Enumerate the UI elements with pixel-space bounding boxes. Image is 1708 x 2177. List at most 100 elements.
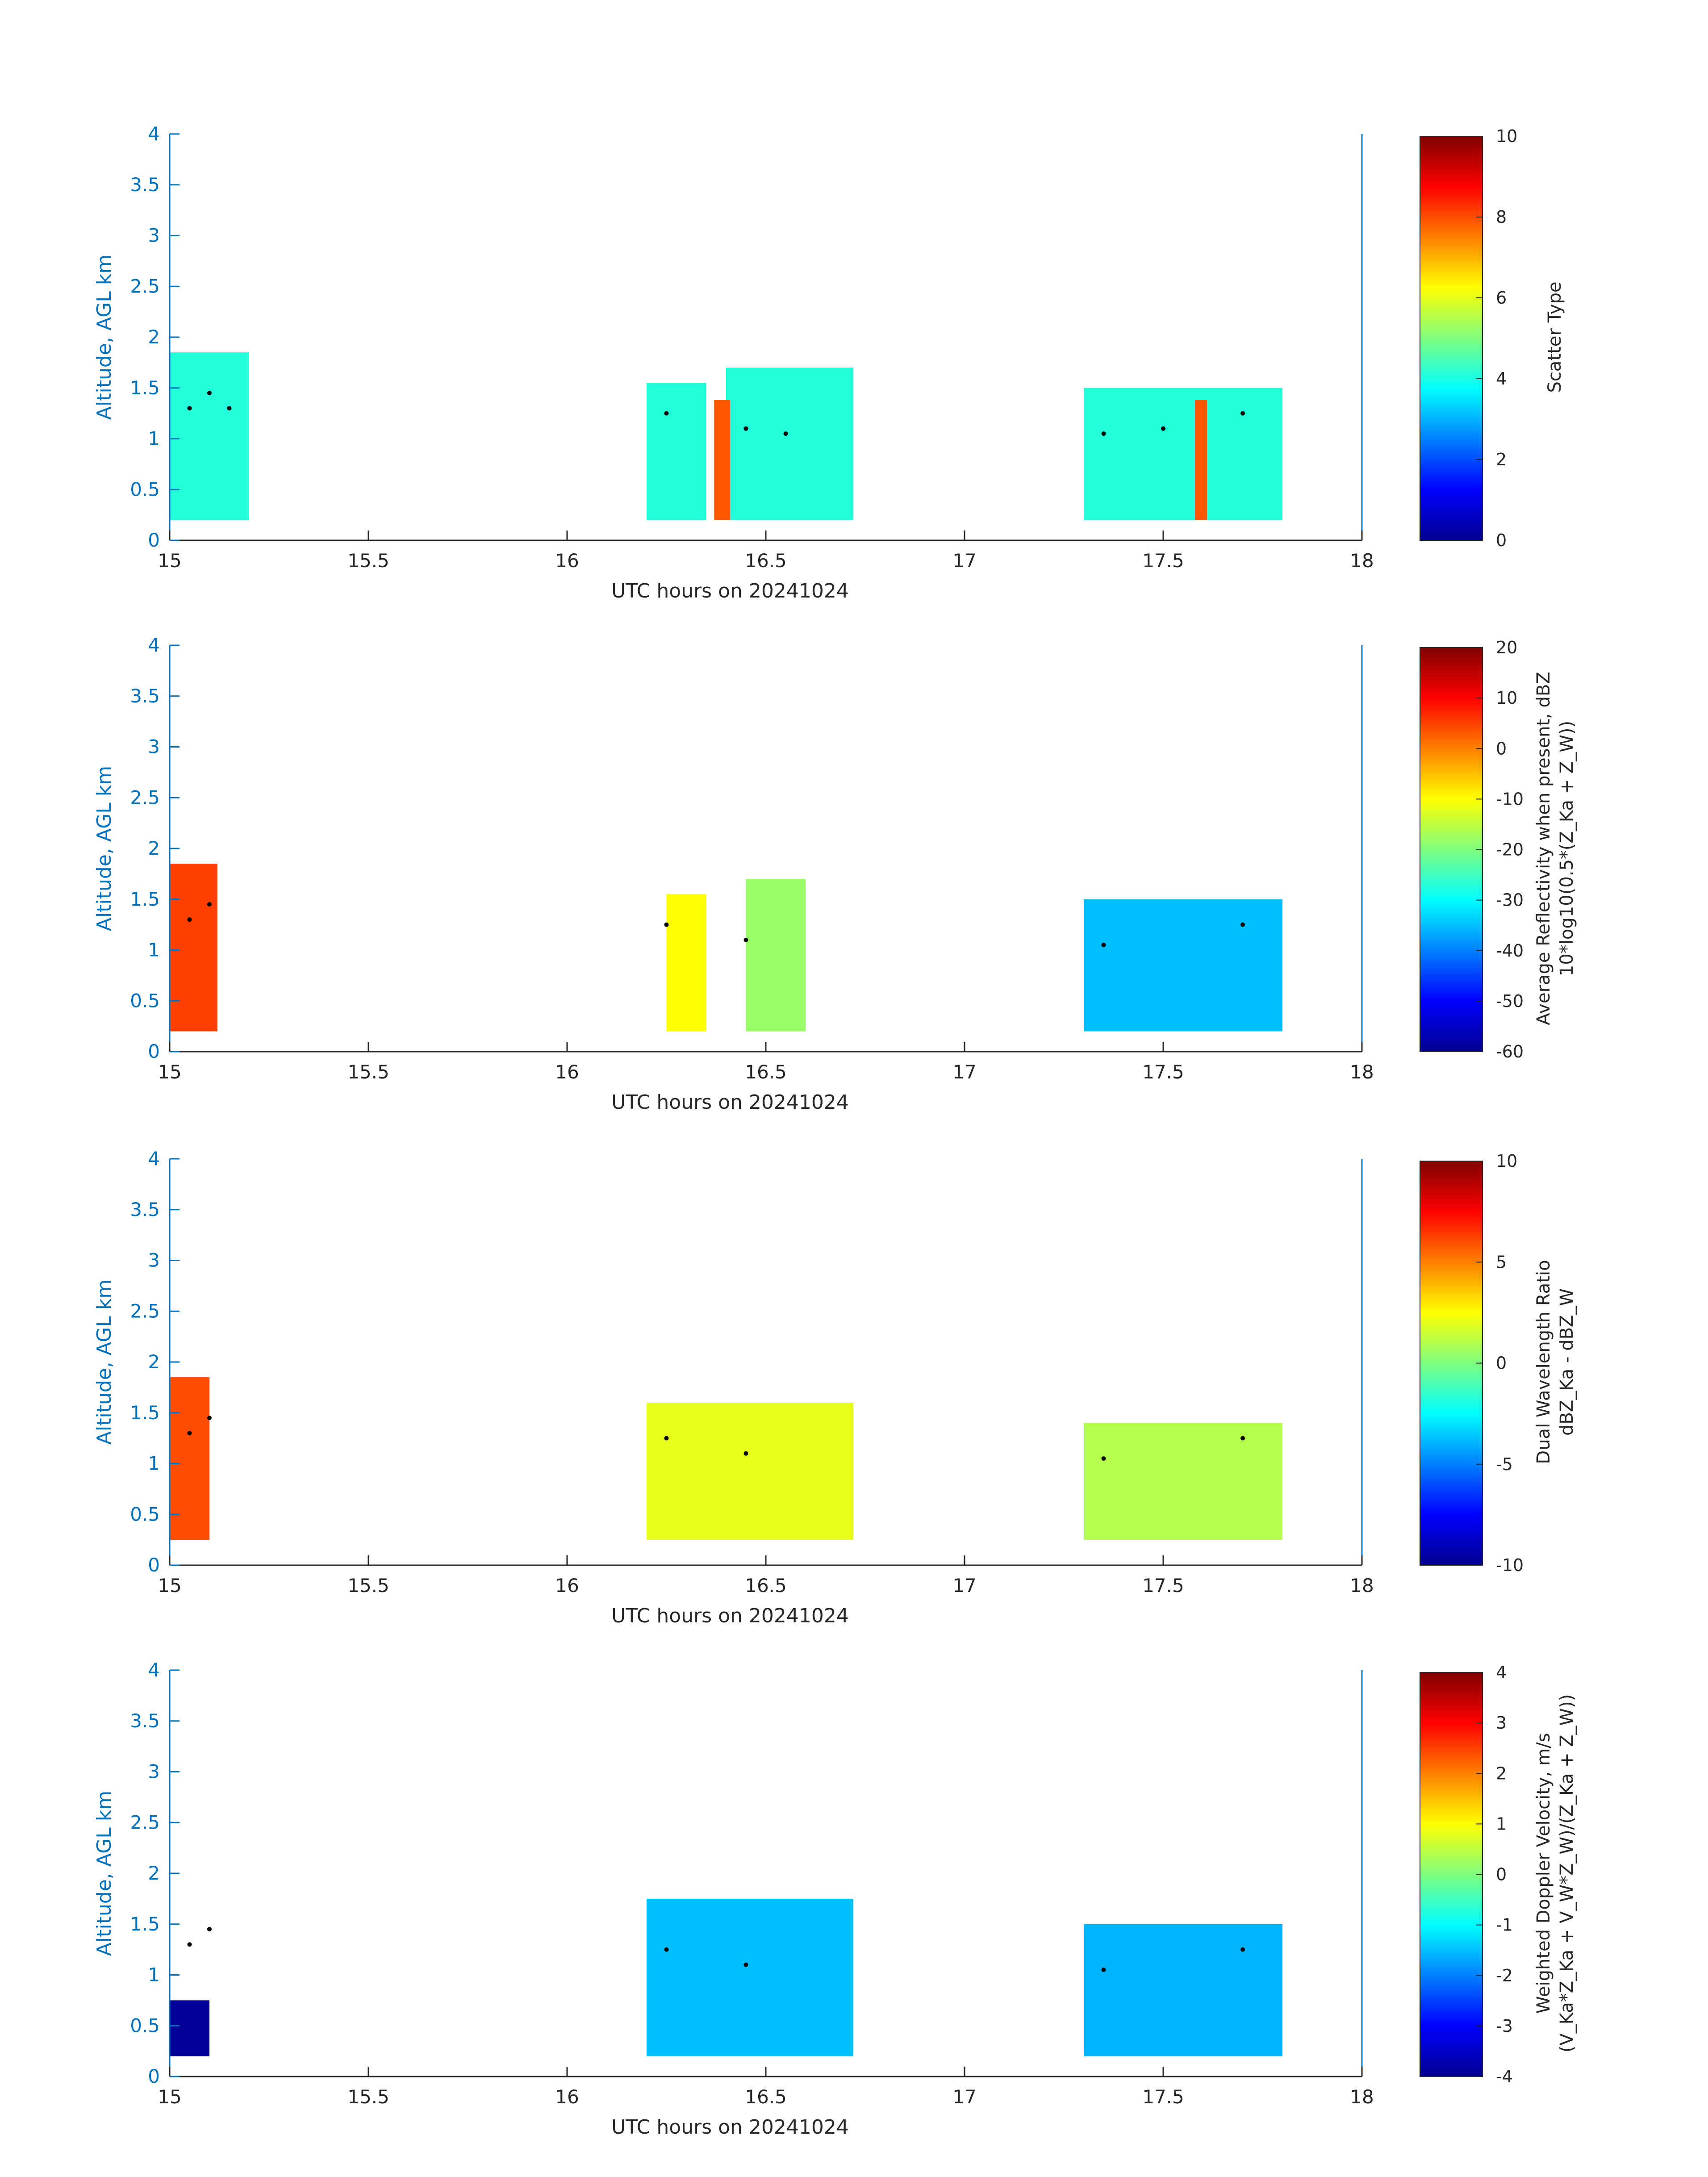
- colorbar-tick-label: -3: [1496, 2016, 1513, 2036]
- colorbar-tick-label: 20: [1496, 638, 1517, 657]
- y-tick-label: 2.5: [130, 786, 160, 808]
- x-tick-label: 15.5: [347, 1575, 389, 1596]
- y-tick-label: 0: [148, 1040, 160, 1062]
- colorbar-label-formula: (V_Ka*Z_Ka + V_W*Z_W)/(Z_Ka + Z_W)): [1557, 1694, 1577, 2053]
- y-tick-label: 3.5: [130, 1199, 160, 1220]
- data-region-3: [1084, 1924, 1282, 2056]
- y-tick-label: 1.5: [130, 1913, 160, 1935]
- x-tick-label: 16: [555, 1061, 579, 1083]
- data-region-2: [666, 894, 706, 1032]
- melting-layer-point-3: [664, 922, 669, 927]
- y-tick-label: 4: [148, 634, 160, 656]
- y-tick-label: 2.5: [130, 1811, 160, 1833]
- colorbar: [1420, 136, 1483, 541]
- melting-layer-point-4: [743, 1962, 748, 1967]
- colorbar-tick-label: 10: [1496, 1151, 1517, 1171]
- melting-layer-point-9: [1240, 411, 1245, 416]
- x-tick-label: 15: [158, 1575, 181, 1596]
- colorbar-tick-label: -20: [1496, 840, 1524, 860]
- colorbar-tick-label: -60: [1496, 1042, 1524, 1061]
- data-region-2: [647, 1403, 853, 1540]
- x-axis-label: UTC hours on 20241024: [611, 1091, 849, 1114]
- melting-layer-point-6: [1240, 1947, 1245, 1952]
- melting-layer-point-2: [207, 1927, 212, 1932]
- colorbar-tick-label: 4: [1496, 1663, 1507, 1682]
- panel-3: 0 0.5 1 1.5 2 2.5 3 3.5 4 15 15.5 16 16.5 17 17.5 18 UTC…: [93, 1148, 1577, 1627]
- x-tick-label: 16.5: [745, 2086, 787, 2108]
- y-tick-label: 1: [148, 1453, 160, 1475]
- data-region-2: [647, 383, 706, 520]
- colorbar-tick-label: 0: [1496, 739, 1507, 758]
- colorbar-tick-label: 4: [1496, 369, 1507, 389]
- colorbar: [1420, 1161, 1483, 1566]
- melting-layer-point-2: [207, 902, 212, 907]
- data-region-4: [1084, 388, 1282, 520]
- melting-layer-point-3: [664, 1436, 669, 1441]
- data-region-3: [1084, 1423, 1282, 1540]
- y-tick-label: 4: [148, 123, 160, 145]
- y-tick-label: 2: [148, 326, 160, 348]
- melting-layer-point-5: [1101, 943, 1106, 948]
- x-tick-label: 15: [158, 1061, 181, 1083]
- colorbar-label: Weighted Doppler Velocity, m/s: [1533, 1733, 1554, 2014]
- y-axis-label: Altitude, AGL km: [93, 255, 116, 420]
- colorbar: [1420, 1672, 1483, 2077]
- y-tick-label: 3: [148, 1249, 160, 1271]
- y-tick-label: 0: [148, 2065, 160, 2087]
- x-tick-label: 17.5: [1142, 550, 1184, 572]
- x-axis-label: UTC hours on 20241024: [611, 2116, 849, 2139]
- y-tick-label: 0.5: [130, 990, 160, 1011]
- x-tick-label: 16: [555, 2086, 579, 2108]
- colorbar-tick-label: 10: [1496, 688, 1517, 708]
- colorbar-tick-label: -30: [1496, 890, 1524, 910]
- y-tick-label: 2.5: [130, 275, 160, 297]
- melting-layer-point-7: [1101, 431, 1106, 436]
- x-tick-label: 17.5: [1142, 2086, 1184, 2108]
- melting-layer-point-6: [1240, 1436, 1245, 1441]
- data-region-6: [1195, 400, 1207, 520]
- melting-layer-point-4: [743, 937, 748, 942]
- x-tick-label: 17.5: [1142, 1575, 1184, 1596]
- melting-layer-point-2: [207, 1416, 212, 1421]
- x-tick-label: 15.5: [347, 1061, 389, 1083]
- x-tick-label: 15.5: [347, 2086, 389, 2108]
- x-tick-label: 17.5: [1142, 1061, 1184, 1083]
- panel-1: 0 0.5 1 1.5 2 2.5 3 3.5 4 15 15.5 16 16.5 17 17.5 18 UTC…: [93, 123, 1565, 602]
- melting-layer-point-6: [783, 431, 788, 436]
- x-tick-label: 18: [1350, 550, 1374, 572]
- colorbar-tick-label: -10: [1496, 789, 1524, 809]
- colorbar-tick-label: 5: [1496, 1252, 1507, 1272]
- colorbar-tick-label: 2: [1496, 1763, 1507, 1783]
- x-axis-label: UTC hours on 20241024: [611, 580, 849, 602]
- colorbar-tick-label: 1: [1496, 1814, 1507, 1834]
- x-tick-label: 18: [1350, 2086, 1374, 2108]
- colorbar-label-formula: 10*log10(0.5*(Z_Ka + Z_W)): [1557, 721, 1577, 976]
- y-tick-label: 3: [148, 225, 160, 247]
- colorbar-label: Scatter Type: [1545, 282, 1565, 393]
- x-tick-label: 18: [1350, 1061, 1374, 1083]
- colorbar-tick-label: 0: [1496, 1865, 1507, 1885]
- y-tick-label: 3.5: [130, 685, 160, 707]
- data-region-5: [714, 400, 730, 520]
- melting-layer-point-8: [1161, 426, 1165, 431]
- colorbar-tick-label: -4: [1496, 2067, 1513, 2086]
- y-tick-label: 3: [148, 736, 160, 758]
- x-tick-label: 17: [952, 2086, 976, 2108]
- y-axis-label: Altitude, AGL km: [93, 1791, 116, 1956]
- y-tick-label: 1: [148, 1964, 160, 1986]
- y-tick-label: 1: [148, 428, 160, 450]
- data-region-3: [746, 879, 806, 1032]
- x-tick-label: 16.5: [745, 550, 787, 572]
- colorbar-tick-label: 0: [1496, 1354, 1507, 1373]
- colorbar-tick-label: -50: [1496, 991, 1524, 1011]
- y-tick-label: 2: [148, 837, 160, 859]
- colorbar-label-formula: dBZ_Ka - dBZ_W: [1557, 1288, 1577, 1436]
- y-tick-label: 2.5: [130, 1300, 160, 1322]
- x-tick-label: 16: [555, 550, 579, 572]
- x-tick-label: 17: [952, 550, 976, 572]
- melting-layer-point-4: [664, 411, 669, 416]
- melting-layer-point-3: [664, 1947, 669, 1952]
- colorbar-tick-label: 10: [1496, 126, 1517, 146]
- x-tick-label: 15: [158, 550, 181, 572]
- y-tick-label: 3.5: [130, 174, 160, 196]
